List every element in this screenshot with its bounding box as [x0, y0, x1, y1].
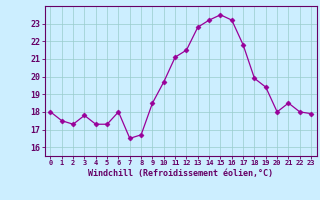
X-axis label: Windchill (Refroidissement éolien,°C): Windchill (Refroidissement éolien,°C)	[88, 169, 273, 178]
